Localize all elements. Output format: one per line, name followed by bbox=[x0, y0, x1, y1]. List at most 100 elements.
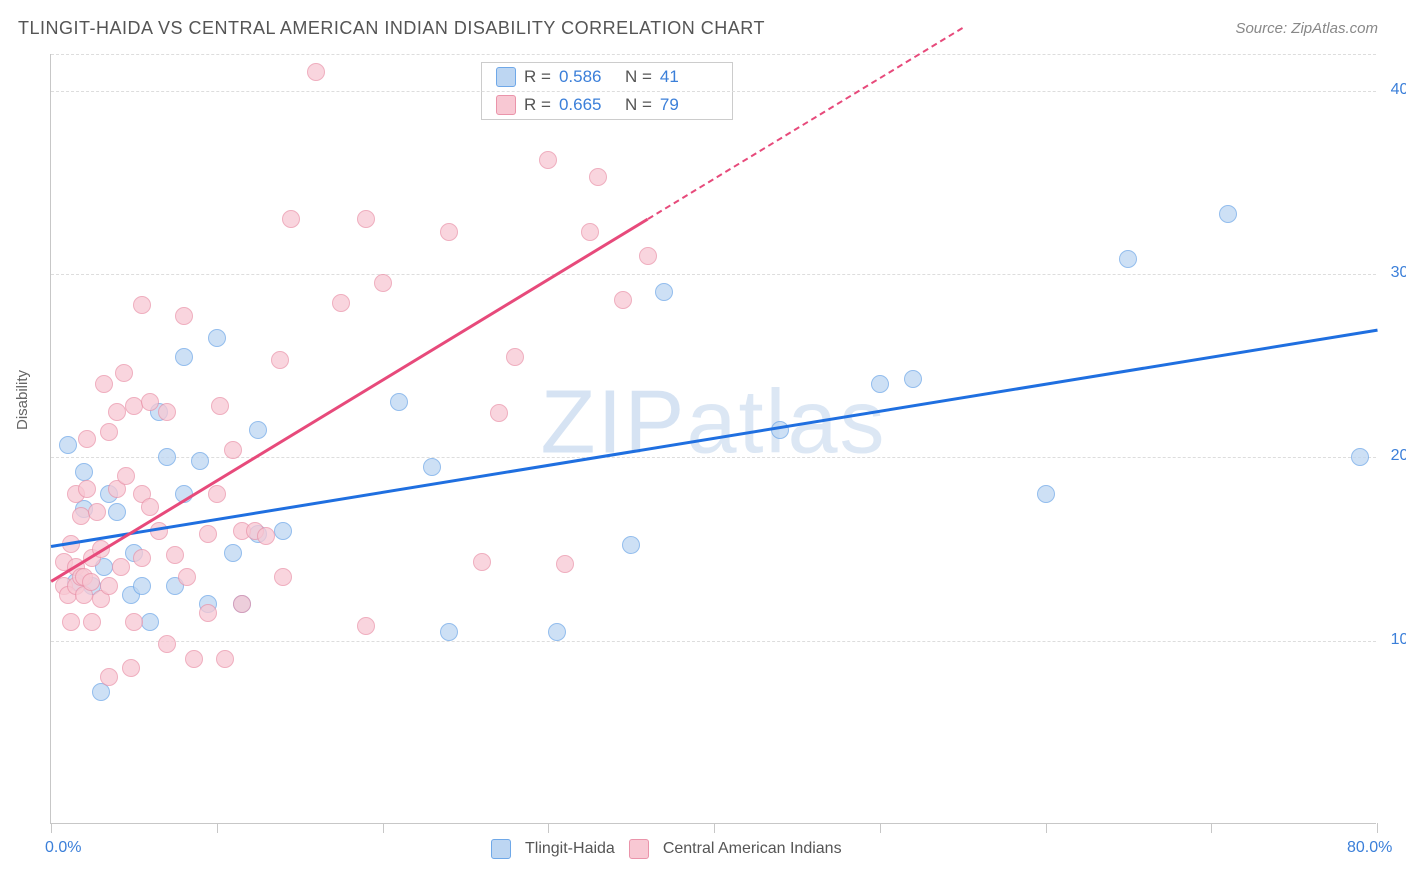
data-point bbox=[556, 555, 574, 573]
data-point bbox=[655, 283, 673, 301]
data-point bbox=[871, 375, 889, 393]
data-point bbox=[191, 452, 209, 470]
gridline-h bbox=[51, 274, 1376, 275]
data-point bbox=[581, 223, 599, 241]
data-point bbox=[75, 463, 93, 481]
trendline bbox=[647, 27, 963, 220]
data-point bbox=[158, 635, 176, 653]
stats-row-series1: R = 0.586 N = 41 bbox=[482, 63, 732, 91]
data-point bbox=[904, 370, 922, 388]
data-point bbox=[539, 151, 557, 169]
data-point bbox=[224, 544, 242, 562]
data-point bbox=[100, 577, 118, 595]
data-point bbox=[208, 485, 226, 503]
data-point bbox=[141, 613, 159, 631]
data-point bbox=[185, 650, 203, 668]
y-tick-label: 40.0% bbox=[1391, 81, 1406, 99]
data-point bbox=[115, 364, 133, 382]
data-point bbox=[62, 613, 80, 631]
y-tick-label: 30.0% bbox=[1391, 264, 1406, 282]
chart-title: TLINGIT-HAIDA VS CENTRAL AMERICAN INDIAN… bbox=[18, 18, 765, 39]
data-point bbox=[100, 668, 118, 686]
data-point bbox=[100, 423, 118, 441]
data-point bbox=[249, 421, 267, 439]
x-tick bbox=[1377, 823, 1378, 833]
data-point bbox=[257, 527, 275, 545]
legend-label-series2: Central American Indians bbox=[663, 840, 842, 858]
data-point bbox=[141, 498, 159, 516]
data-point bbox=[589, 168, 607, 186]
swatch-series1 bbox=[496, 67, 516, 87]
data-point bbox=[332, 294, 350, 312]
x-tick bbox=[880, 823, 881, 833]
legend: Tlingit-Haida Central American Indians bbox=[491, 839, 842, 859]
data-point bbox=[208, 329, 226, 347]
data-point bbox=[282, 210, 300, 228]
data-point bbox=[423, 458, 441, 476]
y-tick-label: 20.0% bbox=[1391, 447, 1406, 465]
data-point bbox=[158, 403, 176, 421]
gridline-h bbox=[51, 641, 1376, 642]
data-point bbox=[112, 558, 130, 576]
data-point bbox=[78, 480, 96, 498]
data-point bbox=[59, 436, 77, 454]
n-value-series1: 41 bbox=[660, 67, 718, 87]
data-point bbox=[1219, 205, 1237, 223]
data-point bbox=[473, 553, 491, 571]
data-point bbox=[271, 351, 289, 369]
x-tick-label: 0.0% bbox=[45, 839, 81, 857]
data-point bbox=[95, 375, 113, 393]
data-point bbox=[614, 291, 632, 309]
data-point bbox=[1351, 448, 1369, 466]
data-point bbox=[390, 393, 408, 411]
x-tick bbox=[548, 823, 549, 833]
data-point bbox=[122, 659, 140, 677]
data-point bbox=[108, 503, 126, 521]
data-point bbox=[82, 573, 100, 591]
data-point bbox=[233, 595, 251, 613]
x-tick-label: 80.0% bbox=[1347, 839, 1392, 857]
n-label: N = bbox=[625, 95, 652, 115]
data-point bbox=[199, 604, 217, 622]
data-point bbox=[1119, 250, 1137, 268]
r-label: R = bbox=[524, 95, 551, 115]
data-point bbox=[72, 507, 90, 525]
legend-swatch-series1 bbox=[491, 839, 511, 859]
data-point bbox=[108, 403, 126, 421]
data-point bbox=[1037, 485, 1055, 503]
data-point bbox=[133, 296, 151, 314]
data-point bbox=[440, 623, 458, 641]
data-point bbox=[548, 623, 566, 641]
data-point bbox=[125, 397, 143, 415]
data-point bbox=[374, 274, 392, 292]
r-value-series2: 0.665 bbox=[559, 95, 617, 115]
data-point bbox=[175, 348, 193, 366]
data-point bbox=[83, 613, 101, 631]
x-tick bbox=[1046, 823, 1047, 833]
x-tick bbox=[714, 823, 715, 833]
chart-plot-area: ZIPatlas R = 0.586 N = 41 R = 0.665 N = … bbox=[50, 54, 1376, 824]
gridline-h bbox=[51, 91, 1376, 92]
data-point bbox=[175, 307, 193, 325]
data-point bbox=[357, 210, 375, 228]
data-point bbox=[158, 448, 176, 466]
data-point bbox=[199, 525, 217, 543]
data-point bbox=[639, 247, 657, 265]
data-point bbox=[274, 522, 292, 540]
stats-row-series2: R = 0.665 N = 79 bbox=[482, 91, 732, 119]
n-label: N = bbox=[625, 67, 652, 87]
y-axis-label: Disability bbox=[14, 370, 31, 430]
data-point bbox=[133, 577, 151, 595]
swatch-series2 bbox=[496, 95, 516, 115]
x-tick bbox=[383, 823, 384, 833]
data-point bbox=[622, 536, 640, 554]
data-point bbox=[274, 568, 292, 586]
r-value-series1: 0.586 bbox=[559, 67, 617, 87]
legend-label-series1: Tlingit-Haida bbox=[525, 840, 615, 858]
data-point bbox=[178, 568, 196, 586]
source-label: Source: ZipAtlas.com bbox=[1235, 20, 1378, 37]
data-point bbox=[440, 223, 458, 241]
data-point bbox=[216, 650, 234, 668]
data-point bbox=[771, 421, 789, 439]
gridline-h bbox=[51, 54, 1376, 55]
